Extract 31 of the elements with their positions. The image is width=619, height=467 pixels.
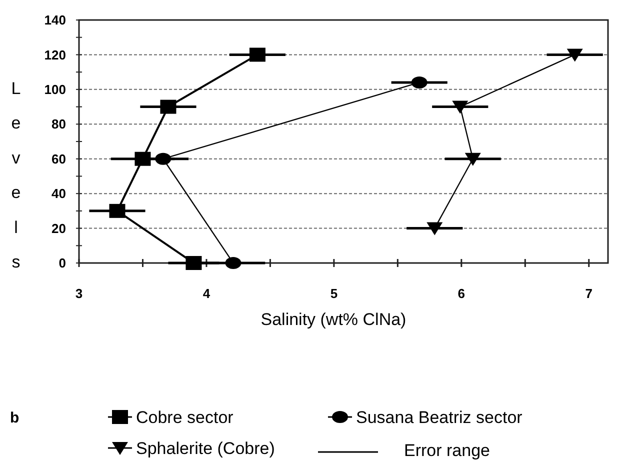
point (155, 152, 172, 165)
legend-label: Susana Beatriz sector (356, 408, 523, 427)
y-tick-label: 0 (58, 256, 66, 271)
legend-label: Cobre sector (136, 408, 234, 427)
y-tick-label: 80 (52, 116, 66, 132)
y-tick-label: 140 (44, 12, 66, 28)
point (109, 204, 126, 218)
y-axis-title: Levels (11, 79, 21, 272)
x-tick-label: 7 (585, 286, 592, 301)
point (160, 100, 176, 114)
x-axis-title: Salinity (wt% ClNa) (260, 310, 406, 329)
text: Error range (404, 440, 490, 460)
y-tick-label: 100 (44, 82, 66, 97)
y-tick-label: 120 (44, 47, 66, 62)
point (566, 48, 583, 62)
x-tick-label: 6 (458, 286, 466, 301)
point (411, 76, 428, 88)
point (464, 152, 481, 166)
point (225, 257, 242, 269)
legend-label: Sphalerite (Cobre) (136, 438, 275, 458)
point (186, 256, 202, 270)
x-tick-label: 5 (330, 286, 338, 301)
x-tick-label: 3 (75, 286, 83, 301)
y-tick-label: 40 (52, 186, 66, 202)
point (426, 222, 443, 236)
y-tick-label: 60 (52, 151, 66, 166)
x-tick-label: 4 (202, 286, 211, 301)
point (249, 48, 266, 62)
text: b (10, 409, 20, 426)
point (452, 100, 468, 114)
y-tick-label: 20 (52, 220, 66, 236)
